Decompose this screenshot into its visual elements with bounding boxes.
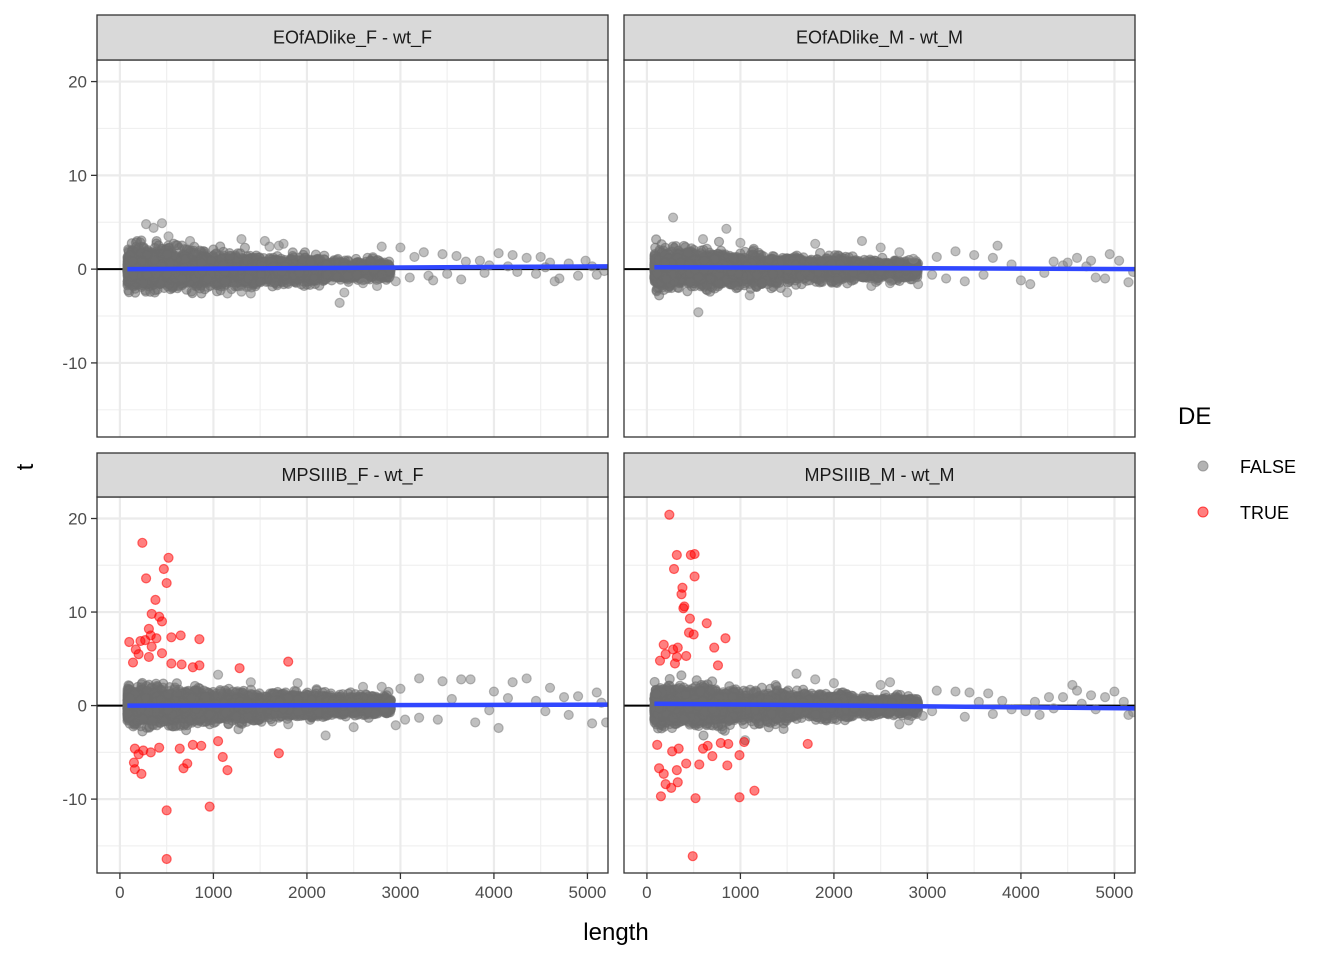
point-false [236,234,247,245]
point-false [390,276,401,287]
point-false [299,280,310,292]
point-false [156,218,168,229]
point-false [245,288,256,299]
point-false [235,248,246,259]
y-tick-label: -10 [62,354,87,373]
facet-strip [96,14,609,61]
point-false [255,277,266,288]
point-false [442,268,453,279]
point-false [224,250,235,262]
point-false [751,269,763,280]
point-false [460,256,471,267]
point-false [219,276,231,287]
point-false [208,244,219,255]
point-false [164,257,175,269]
point-false [757,277,768,288]
point-false [305,256,316,267]
point-false [535,251,546,263]
point-false [236,286,247,297]
point-false [342,270,354,281]
point-false [554,273,565,284]
point-false [334,297,345,308]
point-false [404,272,415,283]
y-tick-label: 0 [78,260,87,279]
point-false [339,287,350,298]
point-false [242,272,253,284]
point-false [222,288,233,299]
point-false [153,240,164,251]
point-false [713,236,725,247]
point-false [521,252,532,263]
point-false [651,234,662,245]
point-false [371,280,383,292]
point-false [395,242,406,253]
point-false [437,249,448,260]
point-false [409,251,420,263]
point-false [357,278,369,289]
point-false [264,241,275,252]
panel-marks [624,212,1135,318]
point-false [572,270,584,281]
trend-line [127,264,608,272]
point-false [184,235,196,247]
point-false [270,277,281,288]
y-tick-label: 10 [68,166,87,185]
point-false [530,268,542,279]
point-false [493,248,504,259]
point-false [376,269,388,280]
panel-0: EOfADlike_F - wt_F -10 0 10 20 [62,14,609,438]
panel-marks [97,218,608,308]
y-tick-label: 20 [68,73,87,92]
point-false [202,273,213,285]
point-false [768,269,779,280]
point-false [148,222,159,233]
point-false [376,241,387,252]
point-false [507,249,518,261]
point-false [322,269,333,280]
point-false [428,275,439,286]
point-false [127,256,139,267]
point-false [162,249,173,260]
panel-1: EOfADlike_M - wt_M [623,14,1136,438]
point-false [176,273,188,284]
facet-strip-label: EOfADlike_F - wt_F [273,28,432,49]
point-false [456,274,467,285]
point-false [149,255,160,266]
point-false [138,278,149,289]
panels-group: EOfADlike_F - wt_F -10 0 10 20 EOfADlike_M - … [62,14,1136,902]
point-false [278,238,289,249]
point-false [163,231,174,242]
point-false [474,255,485,266]
point-false [418,247,429,258]
point-false [282,278,294,289]
point-false [451,250,462,262]
